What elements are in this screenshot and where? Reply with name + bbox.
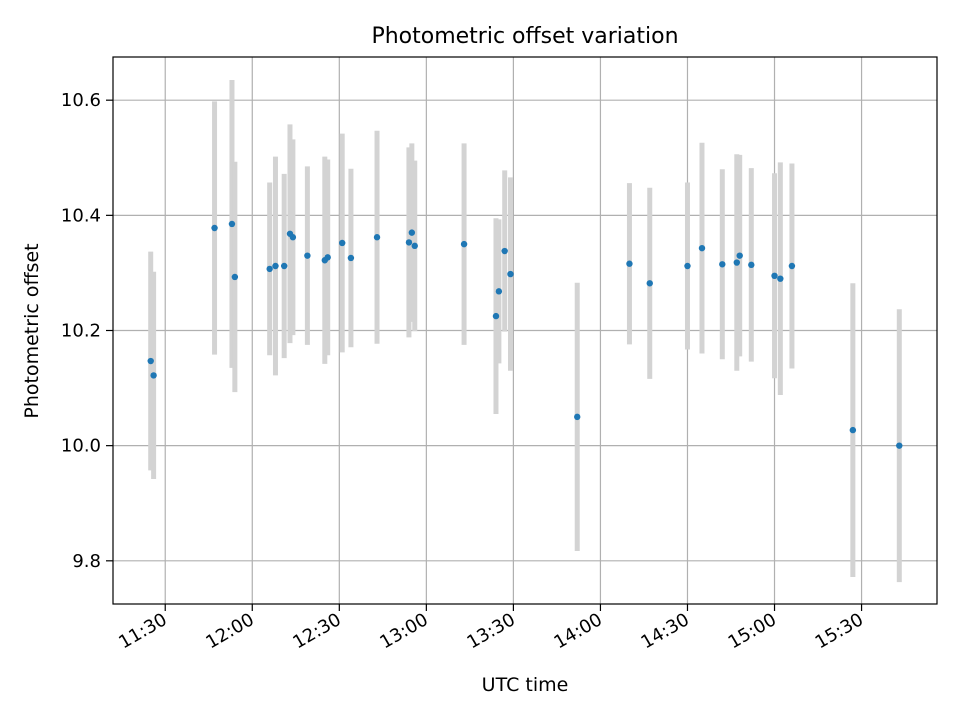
data-point bbox=[411, 242, 418, 250]
data-point bbox=[507, 270, 514, 278]
data-point bbox=[771, 272, 778, 279]
data-point bbox=[626, 260, 633, 267]
y-axis-label: Photometric offset bbox=[21, 243, 43, 418]
data-point bbox=[777, 275, 784, 282]
data-point bbox=[211, 224, 218, 232]
data-point bbox=[896, 442, 903, 449]
data-point bbox=[495, 288, 503, 295]
data-point bbox=[684, 262, 691, 270]
data-point bbox=[339, 239, 346, 247]
grid bbox=[113, 57, 937, 604]
data-point bbox=[501, 247, 508, 255]
data-point bbox=[408, 229, 416, 236]
data-point bbox=[347, 254, 355, 262]
y-axis: 9.8 10.0 10.2 10.4 10.6 bbox=[61, 90, 113, 572]
data-point bbox=[849, 426, 857, 434]
y-tick-label: 10.6 bbox=[61, 90, 101, 111]
data-point bbox=[373, 234, 381, 241]
data-point bbox=[266, 265, 273, 273]
data-point bbox=[492, 312, 500, 320]
data-point bbox=[788, 262, 796, 270]
data-point bbox=[733, 259, 741, 266]
data-point bbox=[280, 262, 288, 270]
y-tick-label: 10.0 bbox=[61, 436, 101, 457]
y-tick-label: 9.8 bbox=[72, 551, 101, 572]
chart-title: Photometric offset variation bbox=[371, 24, 678, 49]
data-point bbox=[698, 244, 706, 252]
data-point bbox=[719, 261, 726, 268]
data-point bbox=[228, 220, 236, 228]
data-point bbox=[748, 261, 755, 269]
data-point bbox=[150, 372, 157, 379]
data-point bbox=[289, 234, 297, 241]
x-axis-label: UTC time bbox=[482, 674, 569, 696]
y-tick-label: 10.2 bbox=[61, 321, 101, 342]
data-point bbox=[460, 240, 468, 248]
data-points bbox=[147, 220, 903, 449]
data-point bbox=[574, 413, 581, 421]
data-point bbox=[231, 273, 239, 281]
data-point bbox=[405, 239, 413, 246]
data-point bbox=[646, 280, 653, 287]
data-point bbox=[272, 262, 279, 270]
data-point bbox=[147, 357, 154, 365]
data-point bbox=[324, 254, 331, 261]
y-tick-label: 10.4 bbox=[61, 205, 101, 226]
data-point bbox=[304, 252, 311, 259]
data-point bbox=[736, 252, 743, 259]
